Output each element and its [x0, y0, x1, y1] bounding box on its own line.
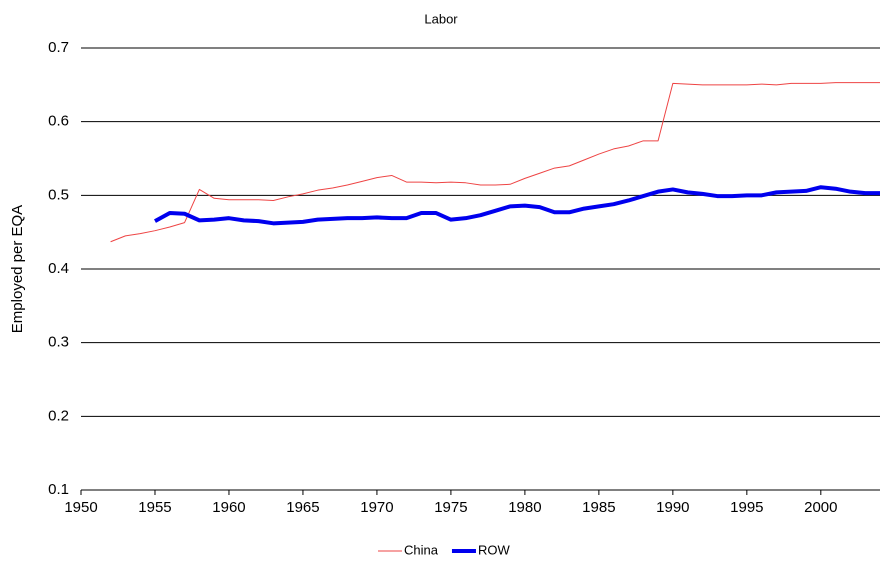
x-tick-label: 1970 — [360, 499, 393, 516]
x-tick-label: 1955 — [138, 499, 171, 516]
series-line — [110, 82, 880, 243]
y-tick-label: 0.5 — [48, 186, 69, 203]
y-tick-label: 0.4 — [48, 260, 69, 277]
x-tick-label: 1965 — [286, 499, 319, 516]
legend-label: China — [404, 542, 439, 557]
chart-title: Labor — [424, 11, 458, 26]
x-tick-label: 1990 — [656, 499, 689, 516]
y-axis-label: Employed per EQA — [9, 205, 26, 333]
y-tick-label: 0.6 — [48, 113, 69, 130]
legend-label: ROW — [478, 542, 511, 557]
y-tick-label: 0.3 — [48, 334, 69, 351]
x-tick-label: 1985 — [582, 499, 615, 516]
x-tick-label: 1975 — [434, 499, 467, 516]
x-tick-label: 1950 — [64, 499, 97, 516]
y-tick-label: 0.1 — [48, 481, 69, 498]
x-tick-label: 1980 — [508, 499, 541, 516]
x-tick-label: 2000 — [804, 499, 837, 516]
x-tick-label: 1960 — [212, 499, 245, 516]
y-tick-label: 0.7 — [48, 39, 69, 56]
x-tick-label: 1995 — [730, 499, 763, 516]
y-tick-label: 0.2 — [48, 407, 69, 424]
series-line — [154, 185, 880, 226]
